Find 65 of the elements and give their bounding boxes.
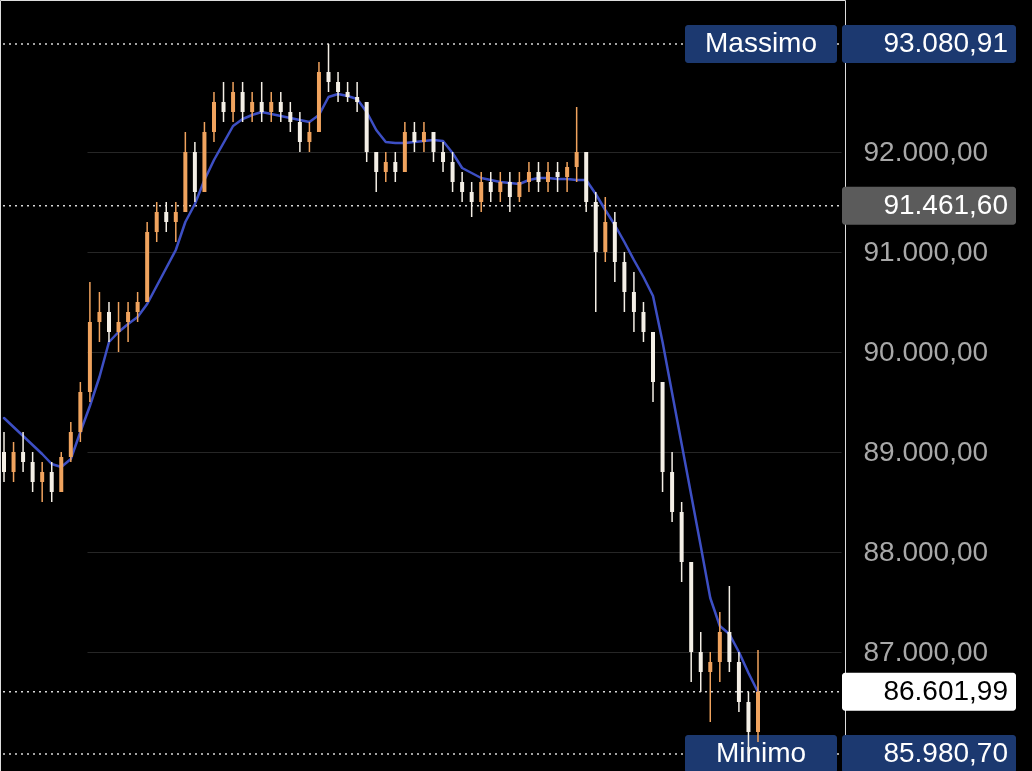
candlestick (164, 201, 169, 233)
y-tick-label: 91.000,00 (863, 235, 989, 267)
candlestick (221, 81, 226, 123)
candlestick (240, 81, 245, 123)
candlestick (479, 171, 484, 213)
candlestick (278, 91, 283, 123)
text: 93.080,91 (883, 26, 1008, 58)
candlestick (641, 301, 646, 343)
candlestick (326, 43, 331, 93)
candlestick (269, 91, 274, 123)
text: 86.601,99 (883, 674, 1008, 706)
candlestick (450, 151, 455, 193)
candlestick (374, 151, 379, 193)
candlestick (698, 631, 703, 693)
candlestick (631, 271, 636, 333)
candlestick (383, 151, 388, 183)
candlestick (555, 161, 560, 193)
candlestick (2, 431, 6, 483)
candlestick (421, 121, 426, 153)
candlestick (126, 301, 131, 343)
candlestick (336, 71, 341, 103)
candlestick (460, 171, 465, 203)
candlestick (154, 201, 159, 243)
candlestick (469, 181, 474, 218)
candlestick (507, 171, 512, 213)
candlestick (441, 141, 446, 173)
candlestick (498, 171, 503, 203)
candlestick (135, 291, 140, 323)
candlestick (288, 101, 293, 133)
candlestick (536, 161, 541, 193)
y-tick-label: 90.000,00 (863, 335, 989, 367)
candlestick (40, 461, 45, 503)
candlestick (355, 81, 360, 113)
text: 91.461,60 (883, 188, 1008, 220)
candlestick (97, 291, 102, 343)
y-tick-label: 92.000,00 (863, 135, 989, 167)
text: 85.980,70 (883, 736, 1008, 768)
candlestick (297, 111, 302, 153)
candlestick (106, 301, 111, 343)
candlestick (345, 81, 350, 103)
candlestick (431, 131, 436, 163)
candlestick (116, 301, 121, 353)
y-tick-label: 87.000,00 (863, 635, 989, 667)
candlestick (11, 441, 16, 483)
y-tick-label: 88.000,00 (863, 535, 989, 567)
candlestick (49, 461, 54, 503)
ref-line-label: Massimo (704, 26, 818, 58)
candlestick (708, 651, 713, 723)
ref-line-label: Minimo (715, 736, 807, 768)
candlestick (259, 81, 264, 123)
candlestick (250, 91, 255, 123)
candlestick (526, 161, 531, 193)
candlestick (565, 161, 570, 193)
y-tick-label: 89.000,00 (863, 435, 989, 467)
candlestick (393, 151, 398, 183)
candlestick (412, 121, 417, 153)
candlestick (488, 171, 493, 203)
candlestick (231, 81, 236, 123)
candlestick (21, 431, 26, 473)
candlestick (574, 106, 579, 183)
candlestick (30, 451, 35, 493)
candlestick (517, 171, 522, 203)
candlestick (546, 161, 551, 193)
candlestick (173, 201, 178, 243)
candlestick (307, 121, 312, 153)
